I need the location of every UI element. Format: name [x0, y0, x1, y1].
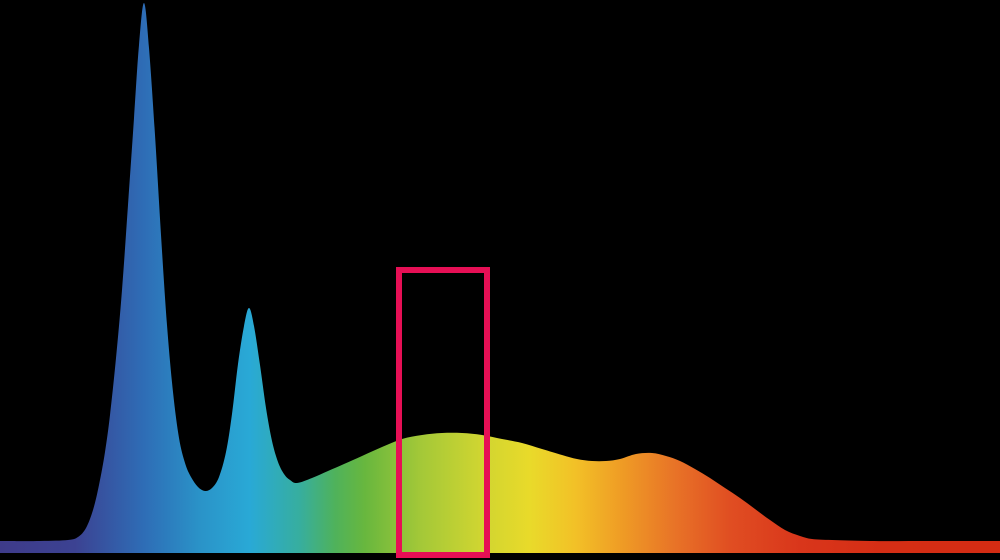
highlight-box — [396, 267, 490, 558]
